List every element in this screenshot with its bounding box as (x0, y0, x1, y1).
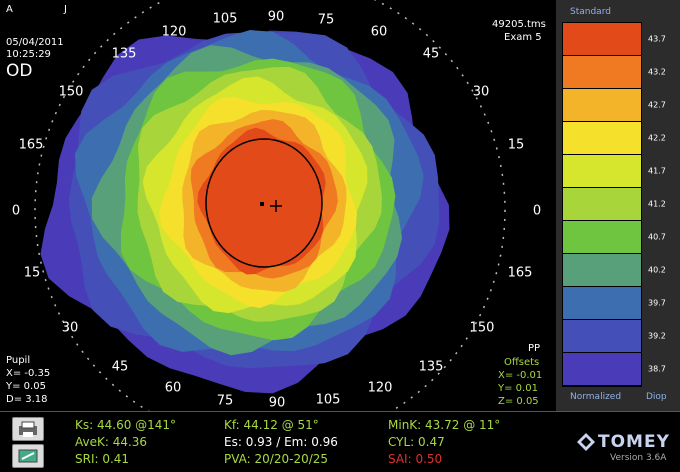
scale-value: 39.7 (648, 298, 666, 307)
index-avek: AveK: 44.36 (75, 435, 148, 449)
index-sri: SRI: 0.41 (75, 452, 130, 466)
offsets-y: Y= 0.01 (498, 383, 538, 394)
pupil-center-marker (260, 202, 264, 206)
angle-label: 45 (422, 46, 440, 62)
scale-value: 42.7 (648, 100, 666, 109)
scale-band (563, 353, 641, 386)
settings-icon[interactable] (12, 444, 44, 468)
offsets-z: Z= 0.05 (498, 396, 539, 407)
angle-label: 15 (507, 137, 525, 153)
scale-band (563, 89, 641, 122)
index-mink: MinK: 43.72 @ 11° (388, 418, 501, 432)
offsets-x: X= -0.01 (498, 370, 543, 381)
pupil-title: Pupil (6, 355, 31, 366)
scale-standard-label[interactable]: Standard (570, 7, 611, 17)
angle-label: 0 (11, 203, 21, 219)
brand-name: TOMEY (598, 432, 670, 452)
angle-label: 150 (469, 320, 495, 336)
angle-label: 135 (111, 46, 137, 62)
scale-value: 40.2 (648, 265, 666, 274)
index-sai: SAI: 0.50 (388, 452, 443, 466)
angle-label: 135 (418, 359, 444, 375)
angle-label: 75 (317, 12, 335, 28)
angle-label: 90 (268, 395, 286, 411)
tomey-logo-icon (576, 432, 596, 456)
exam-number: Exam 5 (504, 32, 542, 43)
scale-band (563, 221, 641, 254)
curvature-bands (40, 30, 450, 394)
pupil-x: X= -0.35 (6, 368, 51, 379)
scale-band (563, 56, 641, 89)
index-es-em: Es: 0.93 / Em: 0.96 (224, 435, 338, 449)
scale-band (563, 155, 641, 188)
angle-label: 165 (507, 265, 533, 281)
scale-unit-label: Diop (646, 392, 667, 402)
scale-value: 41.2 (648, 199, 666, 208)
scale-value: 40.7 (648, 232, 666, 241)
index-ks: Ks: 44.60 @141° (75, 418, 177, 432)
scale-band (563, 320, 641, 353)
angle-label: 60 (370, 24, 388, 40)
version-label: Version 3.6A (610, 453, 667, 463)
angle-label: 0 (532, 203, 542, 219)
angle-label: 105 (315, 392, 341, 408)
dotted-angle-ring (34, 0, 506, 411)
exam-date: 05/04/2011 (6, 37, 64, 48)
scale-value: 43.2 (648, 67, 666, 76)
scale-band (563, 254, 641, 287)
scale-value: 39.2 (648, 331, 666, 340)
indices-panel (0, 411, 680, 472)
angle-label: 60 (164, 380, 182, 396)
marker-j: J (64, 4, 67, 15)
angle-label: 120 (367, 380, 393, 396)
eye-label: OD (6, 61, 33, 81)
angle-label: 120 (161, 24, 187, 40)
angle-label: 150 (58, 84, 84, 100)
scale-value: 38.7 (648, 364, 666, 373)
index-pva: PVA: 20/20-20/25 (224, 452, 329, 466)
pupil-y: Y= 0.05 (6, 381, 46, 392)
color-scale-bar (562, 22, 642, 387)
scale-band (563, 122, 641, 155)
file-name: 49205.tms (492, 19, 546, 30)
print-icon[interactable] (12, 417, 44, 441)
pupil-d: D= 3.18 (6, 394, 48, 405)
angle-label: 90 (267, 9, 285, 25)
scale-band (563, 23, 641, 56)
curvature-band (197, 127, 326, 275)
angle-label: 105 (212, 11, 238, 27)
exam-time: 10:25:29 (6, 49, 51, 60)
angle-label: 15 (23, 265, 41, 281)
topography-map[interactable]: A J 05/04/2011 10:25:29 OD 49205.tms Exa… (0, 0, 556, 411)
scale-band (563, 188, 641, 221)
scale-value: 43.7 (648, 34, 666, 43)
corneal-map-svg (34, 0, 506, 411)
angle-label: 30 (472, 84, 490, 100)
scale-band (563, 287, 641, 320)
index-kf: Kf: 44.12 @ 51° (224, 418, 319, 432)
scale-normalized-label[interactable]: Normalized (570, 392, 622, 402)
offsets-title: Offsets (504, 357, 540, 368)
angle-label: 165 (18, 137, 44, 153)
pupil-outline (205, 138, 323, 268)
scale-value: 41.7 (648, 166, 666, 175)
scale-value: 42.2 (648, 133, 666, 142)
offsets-pp: PP (528, 343, 541, 354)
index-cyl: CYL: 0.47 (388, 435, 445, 449)
angle-label: 75 (216, 393, 234, 409)
angle-label: 30 (61, 320, 79, 336)
marker-a: A (6, 4, 13, 15)
angle-label: 45 (111, 359, 129, 375)
